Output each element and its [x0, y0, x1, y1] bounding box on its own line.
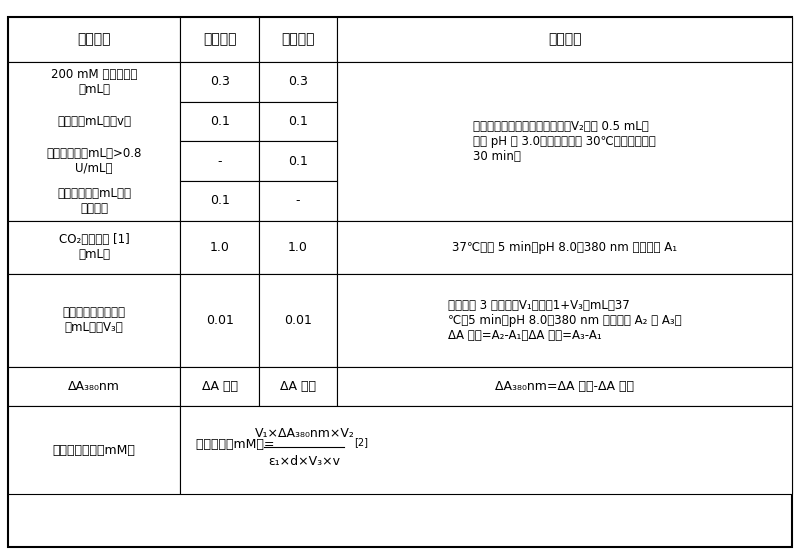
Bar [259, 221, 338, 274]
Bar [8, 221, 181, 274]
Text: 0.1: 0.1 [288, 155, 308, 168]
Bar [8, 17, 181, 62]
Bar [259, 102, 338, 141]
Bar [338, 274, 792, 367]
Bar [8, 406, 181, 494]
Text: -: - [218, 155, 222, 168]
Text: 反应试剂: 反应试剂 [78, 32, 111, 46]
Bar [181, 17, 259, 62]
Text: 计算草酸浓度（mM）: 计算草酸浓度（mM） [53, 444, 136, 456]
Text: ε₁×d×V₃×v: ε₁×d×V₃×v [269, 455, 341, 468]
Bar [259, 62, 338, 102]
Bar [181, 274, 259, 367]
Text: 0.1: 0.1 [210, 194, 230, 208]
Text: 草酸脱羧酶（mL，>0.8
U/mL）: 草酸脱羧酶（mL，>0.8 U/mL） [46, 147, 142, 175]
Text: 0.01: 0.01 [206, 314, 234, 327]
Text: 0.1: 0.1 [288, 115, 308, 128]
Text: 反应条件: 反应条件 [548, 32, 582, 46]
Bar [181, 181, 259, 221]
Bar [181, 406, 792, 494]
Text: ΔA 空白: ΔA 空白 [202, 380, 238, 393]
Bar [259, 181, 338, 221]
Bar [181, 62, 259, 102]
Bar [259, 141, 338, 181]
Text: 37℃温育 5 min，pH 8.0，380 nm 条件下测 A₁: 37℃温育 5 min，pH 8.0，380 nm 条件下测 A₁ [452, 241, 678, 254]
Text: 第一步酶催化反应体系总体积（V₂）为 0.5 mL，
反应 pH 为 3.0，反应温度为 30℃，反应时间为
30 min。: 第一步酶催化反应体系总体积（V₂）为 0.5 mL， 反应 pH 为 3.0，反… [474, 120, 656, 163]
Bar [338, 367, 792, 406]
Text: V₁×ΔA₃₈₀nm×V₂: V₁×ΔA₃₈₀nm×V₂ [254, 427, 354, 440]
Text: 样品空白: 样品空白 [203, 32, 237, 46]
Text: ΔA₃₈₀nm: ΔA₃₈₀nm [68, 380, 120, 393]
Bar [259, 274, 338, 367]
Bar [181, 141, 259, 181]
Bar [259, 17, 338, 62]
Bar [8, 367, 181, 406]
Text: [2]: [2] [354, 437, 368, 447]
Text: 上述第一步酶反应液
（mL）（V₃）: 上述第一步酶反应液 （mL）（V₃） [62, 306, 126, 334]
Text: 待测样品: 待测样品 [282, 32, 315, 46]
Text: ΔA 样品: ΔA 样品 [280, 380, 316, 393]
Bar [8, 62, 181, 221]
Text: 草酸样（mL）（v）: 草酸样（mL）（v） [58, 115, 131, 128]
Text: 1.0: 1.0 [210, 241, 230, 254]
Text: 草酸脱羧酶（mL，处
理失活）: 草酸脱羧酶（mL，处 理失活） [58, 187, 131, 215]
Text: 草酸浓度（mM）=: 草酸浓度（mM）= [197, 438, 279, 451]
Bar [181, 221, 259, 274]
Bar [338, 221, 792, 274]
Text: 0.3: 0.3 [210, 75, 230, 88]
Bar [8, 274, 181, 367]
Text: CO₂测定试剂 [1]
（mL）: CO₂测定试剂 [1] （mL） [59, 233, 130, 261]
Text: 0.1: 0.1 [210, 115, 230, 128]
Bar [181, 367, 259, 406]
Bar [338, 62, 792, 221]
Bar [338, 17, 792, 62]
Text: ΔA₃₈₀nm=ΔA 样品-ΔA 空白: ΔA₃₈₀nm=ΔA 样品-ΔA 空白 [495, 380, 634, 393]
Text: 1.0: 1.0 [288, 241, 308, 254]
Text: 200 mM 醋酸缓冲液
（mL）: 200 mM 醋酸缓冲液 （mL） [51, 68, 138, 95]
Bar [181, 102, 259, 141]
Text: 0.01: 0.01 [284, 314, 312, 327]
Text: 反应体系 3 总体积（V₁）为（1+V₃）mL，37
℃，5 min，pH 8.0，380 nm 条件下测 A₂ 及 A₃，
ΔA 空白=A₂-A₁，ΔA 样品: 反应体系 3 总体积（V₁）为（1+V₃）mL，37 ℃，5 min，pH 8.… [448, 299, 682, 341]
Text: -: - [296, 194, 300, 208]
Text: 0.3: 0.3 [288, 75, 308, 88]
Bar [259, 367, 338, 406]
